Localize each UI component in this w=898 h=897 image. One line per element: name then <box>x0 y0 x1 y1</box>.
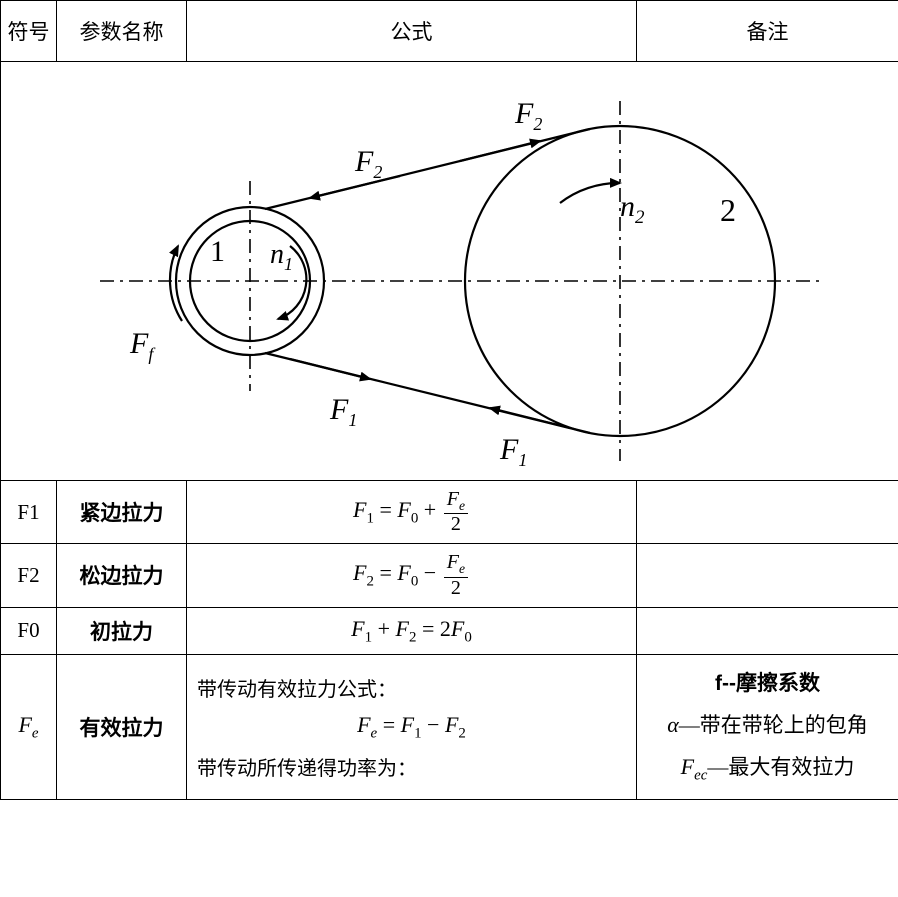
arrow-F2-left <box>310 176 400 198</box>
hdr-formula: 公式 <box>187 1 637 62</box>
diagram-cell: 1 2 n1 n2 Ff F2 F2 F1 <box>1 62 898 481</box>
lbl-1: 1 <box>210 235 225 268</box>
formula-F0: F1 + F2 = 2F0 <box>187 607 637 654</box>
lbl-n1: n1 <box>270 239 293 274</box>
sym-F1: F1 <box>1 481 57 544</box>
lbl-F2a: F2 <box>354 145 382 182</box>
eff-intro: 带传动有效拉力公式： <box>197 673 626 702</box>
name-F2: 松边拉力 <box>57 544 187 607</box>
sym-F2: F2 <box>1 544 57 607</box>
eff-outro: 带传动所传递得功率为： <box>197 752 626 781</box>
lbl-n2: n2 <box>620 190 645 228</box>
formula-F2: F2 = F0 − Fe2 <box>187 544 637 607</box>
hdr-symbol: 符号 <box>1 1 57 62</box>
lbl-F1a: F1 <box>329 393 357 430</box>
note-Fec: —最大有效拉力 <box>707 755 854 779</box>
name-Fe: 有效拉力 <box>57 654 187 799</box>
lbl-Ff: Ff <box>129 327 156 364</box>
belt-diagram: 1 2 n1 n2 Ff F2 F2 F1 <box>60 71 840 471</box>
table-row: Fe 有效拉力 带传动有效拉力公式： Fe = F1 − F2 带传动所传递得功… <box>1 654 898 799</box>
parameter-table: 符号 参数名称 公式 备注 <box>0 0 898 800</box>
lbl-F2b: F2 <box>514 97 542 134</box>
sym-Fe: Fe <box>1 654 57 799</box>
hdr-name: 参数名称 <box>57 1 187 62</box>
hdr-note: 备注 <box>637 1 898 62</box>
table-row: F2 松边拉力 F2 = F0 − Fe2 <box>1 544 898 607</box>
diagram-row: 1 2 n1 n2 Ff F2 F2 F1 <box>1 62 898 481</box>
table-row: F0 初拉力 F1 + F2 = 2F0 <box>1 607 898 654</box>
table-row: F1 紧边拉力 F1 = F0 + Fe2 <box>1 481 898 544</box>
arrow-F1-left <box>290 359 370 379</box>
arrow-F1-right <box>490 408 570 428</box>
sym-F0: F0 <box>1 607 57 654</box>
name-F0: 初拉力 <box>57 607 187 654</box>
arc-n2 <box>560 183 620 203</box>
note-f: f--摩擦系数 <box>715 672 820 695</box>
note-F1 <box>637 481 898 544</box>
note-Fe: f--摩擦系数 α—带在带轮上的包角 Fec—最大有效拉力 <box>637 654 898 799</box>
formula-F1: F1 = F0 + Fe2 <box>187 481 637 544</box>
name-F1: 紧边拉力 <box>57 481 187 544</box>
formula-Fe: 带传动有效拉力公式： Fe = F1 − F2 带传动所传递得功率为： <box>187 654 637 799</box>
table-header-row: 符号 参数名称 公式 备注 <box>1 1 898 62</box>
lbl-F1b: F1 <box>499 433 527 470</box>
lbl-2: 2 <box>720 192 736 228</box>
note-F0 <box>637 607 898 654</box>
note-F2 <box>637 544 898 607</box>
note-alpha: —带在带轮上的包角 <box>679 713 868 737</box>
arrow-F2-right <box>460 141 540 161</box>
